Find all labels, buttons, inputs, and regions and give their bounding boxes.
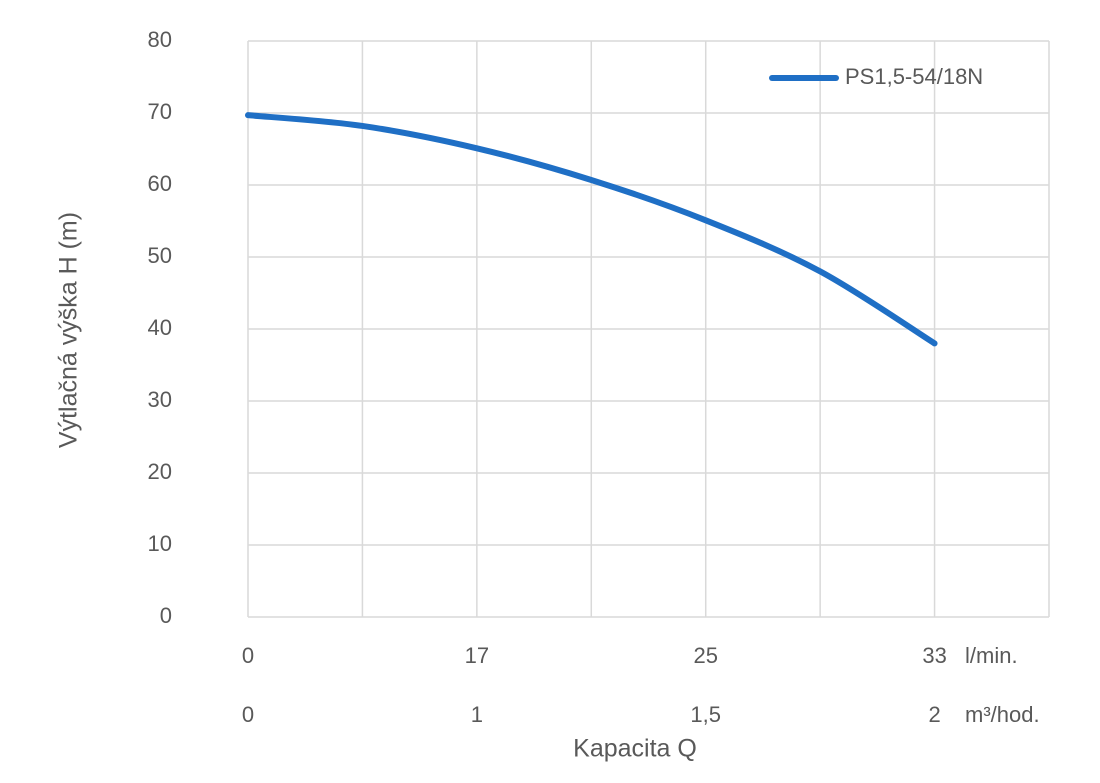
- x2-unit: m³/hod.: [965, 702, 1040, 727]
- x2-tick-label: 1: [471, 702, 483, 727]
- y-tick-label: 50: [148, 243, 172, 268]
- y-tick-label: 20: [148, 459, 172, 484]
- legend-label: PS1,5-54/18N: [845, 64, 983, 89]
- y-tick-label: 70: [148, 99, 172, 124]
- y-tick-label: 80: [148, 27, 172, 52]
- x2-tick-label: 1,5: [690, 702, 721, 727]
- y-tick-label: 0: [160, 603, 172, 628]
- x-tick-label: 33: [922, 643, 946, 668]
- x-tick-label: 25: [693, 643, 717, 668]
- y-axis-label: Výtlačná výška H (m): [55, 212, 83, 448]
- x2-tick-label: 0: [242, 702, 254, 727]
- x-axis-label: Kapacita Q: [573, 735, 697, 763]
- x-unit: l/min.: [965, 643, 1018, 668]
- y-tick-label: 10: [148, 531, 172, 556]
- y-tick-label: 40: [148, 315, 172, 340]
- y-tick-label: 60: [148, 171, 172, 196]
- x-tick-label: 17: [465, 643, 489, 668]
- x2-tick-label: 2: [928, 702, 940, 727]
- series-line: [245, 112, 938, 347]
- y-tick-label: 30: [148, 387, 172, 412]
- x-tick-label: 0: [242, 643, 254, 668]
